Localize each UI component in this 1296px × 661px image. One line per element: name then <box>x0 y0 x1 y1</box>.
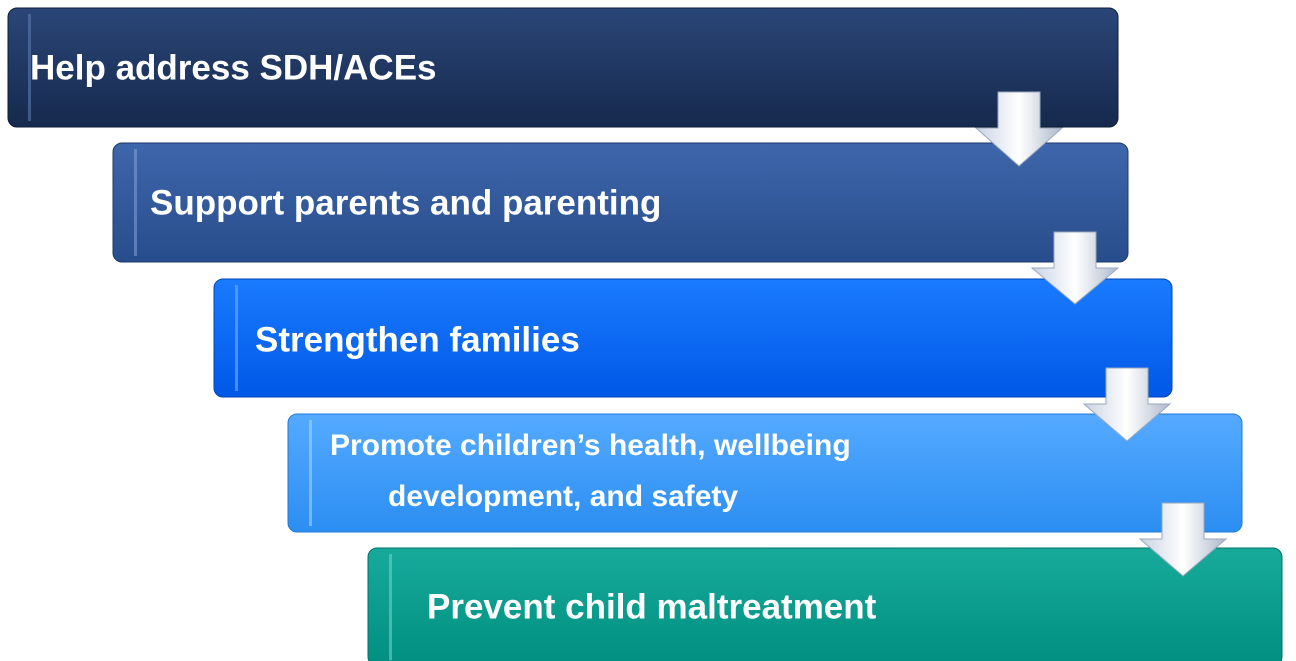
bevel <box>235 285 238 391</box>
down-arrow <box>1030 231 1120 305</box>
step-label: Promote children’s health, wellbeing <box>330 429 851 462</box>
bevel <box>28 14 31 121</box>
step-box <box>287 413 1243 533</box>
step-label: Strengthen families <box>255 320 580 359</box>
arrows <box>974 91 1228 577</box>
bevel <box>309 420 312 526</box>
step-box <box>7 7 1119 128</box>
down-arrow <box>1082 367 1172 442</box>
bevel <box>134 149 137 256</box>
step-label: Help address SDH/ACEs <box>30 48 437 87</box>
step-box <box>112 142 1129 263</box>
step-box <box>213 278 1173 398</box>
step-label: development, and safety <box>388 480 738 513</box>
step-label: Support parents and parenting <box>150 183 661 222</box>
bevel <box>389 554 392 660</box>
down-arrow <box>974 91 1064 167</box>
down-arrow <box>1138 502 1228 577</box>
step-label: Prevent child maltreatment <box>427 587 877 626</box>
step-box <box>367 547 1283 661</box>
